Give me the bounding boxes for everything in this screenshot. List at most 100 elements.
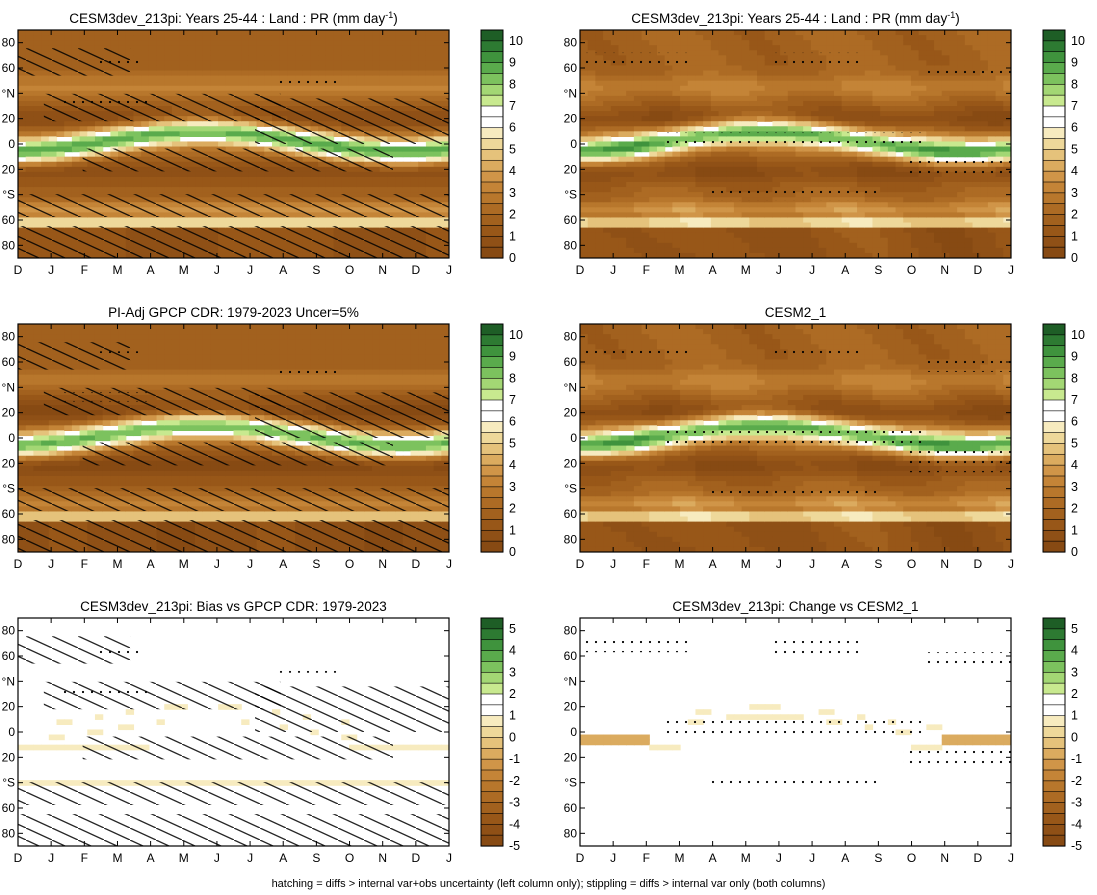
heatmap-cell [833, 95, 843, 102]
heatmap-cell [972, 207, 981, 213]
heatmap-cell [656, 166, 666, 173]
heatmap-cell [910, 217, 920, 224]
heatmap-cell [218, 126, 227, 132]
heatmap-cell [687, 222, 697, 229]
heatmap-cell [733, 182, 743, 188]
heatmap-cell [680, 217, 689, 224]
heatmap-cell [941, 212, 951, 219]
heatmap-cell [395, 161, 404, 168]
heatmap-cell [849, 121, 858, 127]
heatmap-cell [672, 106, 681, 112]
heatmap-cell [857, 166, 866, 173]
heatmap-cell [972, 40, 981, 46]
heatmap-cell [880, 40, 889, 46]
heatmap-cell [71, 126, 81, 132]
heatmap-cell [826, 252, 835, 258]
heatmap-cell [410, 217, 419, 224]
heatmap-cell [826, 90, 835, 97]
heatmap-cell [880, 65, 889, 72]
heatmap-cell [33, 156, 42, 163]
heatmap-cell [672, 187, 681, 193]
heatmap-cell [718, 70, 727, 77]
heatmap-cell [94, 45, 104, 51]
heatmap-cell [610, 75, 620, 82]
heatmap-cell [695, 207, 704, 213]
heatmap-cell [718, 247, 727, 254]
heatmap-cell [141, 30, 150, 36]
heatmap-cell [225, 40, 235, 46]
heatmap-cell [48, 30, 58, 36]
heatmap-cell [818, 111, 827, 117]
heatmap-cell [880, 227, 889, 234]
heatmap-cell [18, 146, 27, 153]
heatmap-cell [295, 30, 304, 36]
heatmap-cell [903, 30, 912, 36]
heatmap-cell [718, 222, 727, 229]
heatmap-cell [295, 176, 304, 183]
heatmap-cell [710, 106, 720, 112]
heatmap-cell [603, 242, 612, 249]
heatmap-cell [603, 65, 612, 72]
heatmap-cell [764, 247, 774, 254]
heatmap-cell [672, 207, 681, 213]
heatmap-cell [641, 30, 650, 36]
heatmap-cell [341, 85, 350, 92]
heatmap-cell [733, 176, 743, 183]
heatmap-cell [295, 65, 304, 72]
heatmap-cell [987, 232, 997, 239]
heatmap-cell [48, 121, 58, 127]
heatmap-cell [826, 126, 835, 132]
heatmap-cell [148, 187, 158, 193]
heatmap-cell [703, 242, 712, 249]
heatmap-cell [356, 176, 365, 183]
heatmap-cell [926, 217, 935, 224]
heatmap-cell [857, 252, 866, 258]
heatmap-cell [233, 35, 242, 41]
heatmap-cell [726, 176, 735, 183]
heatmap-cell [218, 90, 227, 97]
heatmap-cell [633, 121, 643, 127]
heatmap-cell [672, 166, 681, 173]
heatmap-cell [225, 182, 235, 188]
heatmap-cell [680, 156, 689, 163]
heatmap-cell [957, 100, 966, 107]
heatmap-cell [764, 151, 774, 158]
heatmap-cell [941, 217, 951, 224]
heatmap-cell [980, 182, 989, 188]
heatmap-cell [641, 182, 650, 188]
heatmap-cell [379, 40, 389, 46]
heatmap-cell [102, 80, 111, 87]
heatmap-cell [803, 171, 812, 178]
heatmap-cell [872, 55, 881, 61]
heatmap-cell [749, 106, 758, 112]
heatmap-cell [187, 222, 196, 229]
heatmap-cell [995, 95, 1004, 102]
heatmap-cell [626, 176, 635, 183]
heatmap-cell [918, 197, 927, 203]
heatmap-cell [880, 202, 889, 208]
heatmap-cell [733, 232, 743, 239]
heatmap-cell [364, 55, 373, 61]
heatmap-cell [41, 146, 50, 153]
heatmap-cell [703, 207, 712, 213]
heatmap-cell [171, 70, 181, 77]
heatmap-cell [995, 232, 1004, 239]
heatmap-cell [18, 182, 27, 188]
heatmap-cell [187, 50, 196, 56]
heatmap-cell [926, 75, 935, 82]
heatmap-cell [980, 212, 989, 219]
heatmap-cell [741, 60, 750, 67]
heatmap-cell [964, 131, 974, 137]
heatmap-cell [233, 136, 242, 143]
heatmap-cell [941, 187, 951, 193]
heatmap-cell [726, 212, 735, 219]
heatmap-cell [980, 100, 989, 107]
heatmap-cell [903, 247, 912, 254]
heatmap-cell [287, 217, 296, 224]
heatmap-cell [641, 141, 650, 148]
heatmap-cell [87, 176, 96, 183]
heatmap-cell [787, 237, 797, 244]
heatmap-cell [995, 212, 1004, 219]
heatmap-cell [795, 222, 804, 229]
